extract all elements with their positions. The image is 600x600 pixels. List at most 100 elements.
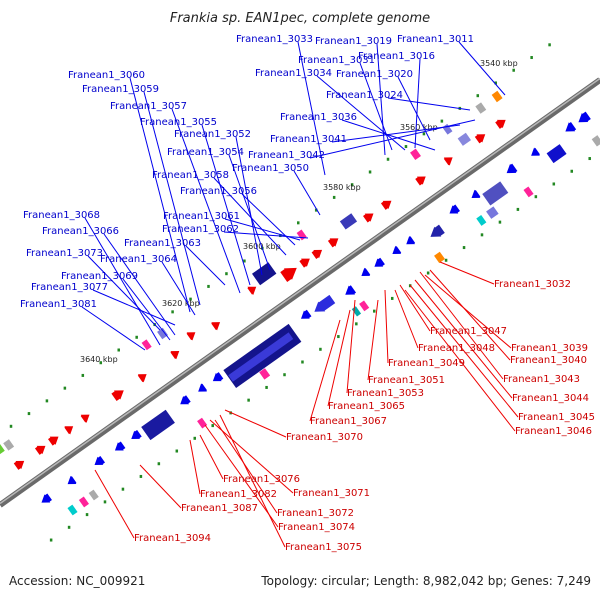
gc-dot (139, 474, 143, 478)
gc-dot (243, 259, 246, 263)
gc-dot (337, 335, 340, 339)
forward-gene-glyph-shape (565, 122, 577, 132)
leader-line (297, 41, 326, 176)
reverse-gene-label: Franean1_3070 (286, 432, 363, 443)
reverse-gene-label: Franean1_3047 (430, 326, 507, 337)
forward-gene-glyph-shape (300, 309, 312, 319)
leader-line (429, 269, 511, 361)
reverse-gene-glyph-shape (34, 445, 46, 455)
feature-block-shape (434, 251, 445, 264)
reverse-gene-label: Franean1_3074 (278, 522, 355, 533)
leader-line (376, 43, 386, 156)
gc-dot (314, 208, 318, 212)
forward-gene-label: Franean1_3031 (298, 55, 375, 66)
accession-text: Accession: NC_009921 (9, 574, 146, 588)
gc-dot (225, 272, 228, 276)
feature-block (157, 327, 169, 340)
feature-block (67, 504, 78, 516)
leader-line (384, 289, 389, 364)
gc-dot (404, 145, 408, 149)
reverse-gene-label: Franean1_3045 (518, 412, 595, 423)
leader-line (223, 231, 309, 239)
leader-line (94, 469, 135, 539)
forward-gene-label: Franean1_3062 (162, 224, 239, 235)
gc-dot (530, 56, 533, 60)
reverse-gene-glyph (339, 213, 358, 230)
forward-gene-label: Franean1_3073 (26, 248, 103, 259)
feature-block (410, 148, 421, 161)
gc-dot (350, 183, 354, 187)
feature-block-shape (491, 90, 503, 103)
feature-block-shape (0, 443, 5, 455)
reverse-gene-glyph-shape (137, 374, 147, 383)
feature-block-shape (486, 206, 499, 219)
leader-line (235, 136, 263, 276)
reverse-gene-glyph (327, 238, 339, 248)
forward-gene-glyph (345, 285, 357, 295)
scale-label: 3540 kbp (480, 59, 518, 68)
leader-line (439, 261, 495, 285)
forward-gene-glyph-shape (482, 181, 509, 206)
feature-block (359, 300, 370, 312)
leader-line (92, 289, 176, 326)
reverse-gene-glyph-shape (495, 119, 506, 129)
reverse-gene-glyph-shape (299, 258, 310, 268)
reverse-gene-glyph-shape (80, 414, 90, 423)
forward-gene-glyph-shape (361, 267, 371, 276)
forward-gene-glyph-shape (345, 285, 357, 295)
reverse-gene-glyph-shape (251, 262, 277, 286)
forward-gene-label: Franean1_3068 (23, 210, 100, 221)
reverse-gene-label: Franean1_3051 (368, 375, 445, 386)
gc-dot (422, 132, 426, 136)
forward-gene-glyph (67, 475, 77, 485)
gc-dot (480, 233, 484, 237)
leader-line (404, 289, 516, 432)
feature-block-shape (351, 306, 362, 317)
forward-gene-glyph (198, 383, 208, 392)
leader-line (394, 289, 419, 349)
label-leaders (81, 41, 519, 548)
leader-line (419, 271, 504, 380)
forward-gene-glyph (565, 122, 577, 132)
leader-line (185, 245, 226, 286)
leader-line (399, 284, 431, 332)
gc-dot (332, 195, 336, 199)
gc-dot (247, 398, 250, 402)
leader-line (367, 299, 379, 381)
leader-line (224, 409, 287, 438)
forward-gene-glyph (131, 429, 142, 439)
gc-dot (476, 94, 480, 98)
feature-block (259, 368, 271, 380)
forward-gene-glyph (506, 163, 518, 174)
reverse-gene-label: Franean1_3075 (285, 542, 362, 553)
map-title: Frankia sp. EAN1pec, complete genome (170, 11, 430, 26)
genome-summary-text: Topology: circular; Length: 8,982,042 bp… (261, 574, 591, 588)
gene-labels: Franean1_3033 Franean1_3019 Franean1_3011 F… (20, 34, 595, 553)
leader-line (199, 434, 224, 480)
forward-gene-glyph (531, 147, 540, 156)
leader-line (204, 424, 279, 528)
forward-gene-glyph-shape (546, 144, 567, 164)
reverse-gene-label: Franean1_3094 (134, 533, 211, 544)
feature-block (523, 186, 534, 198)
feature-block-shape (359, 300, 370, 312)
feature-block-shape (67, 504, 78, 516)
reverse-gene-label: Franean1_3044 (512, 393, 589, 404)
gc-dot (265, 385, 268, 389)
leader-line (316, 75, 406, 151)
forward-gene-glyph-shape (114, 441, 126, 451)
scale-label: 3640 kbp (80, 355, 118, 364)
reverse-gene-glyph-shape (48, 436, 59, 446)
leader-line (189, 439, 201, 495)
forward-gene-label: Franean1_3061 (163, 211, 240, 222)
forward-gene-glyph (406, 235, 416, 245)
reverse-gene-glyph (457, 132, 472, 146)
gc-dot (135, 335, 138, 339)
feature-block-shape (197, 417, 208, 429)
gc-dot (117, 348, 120, 352)
forward-gene-glyph-shape (449, 204, 460, 214)
gc-dot (373, 309, 376, 313)
forward-gene-label: Franean1_3052 (174, 129, 251, 140)
gc-dot (516, 207, 520, 211)
gc-dot (121, 487, 125, 491)
